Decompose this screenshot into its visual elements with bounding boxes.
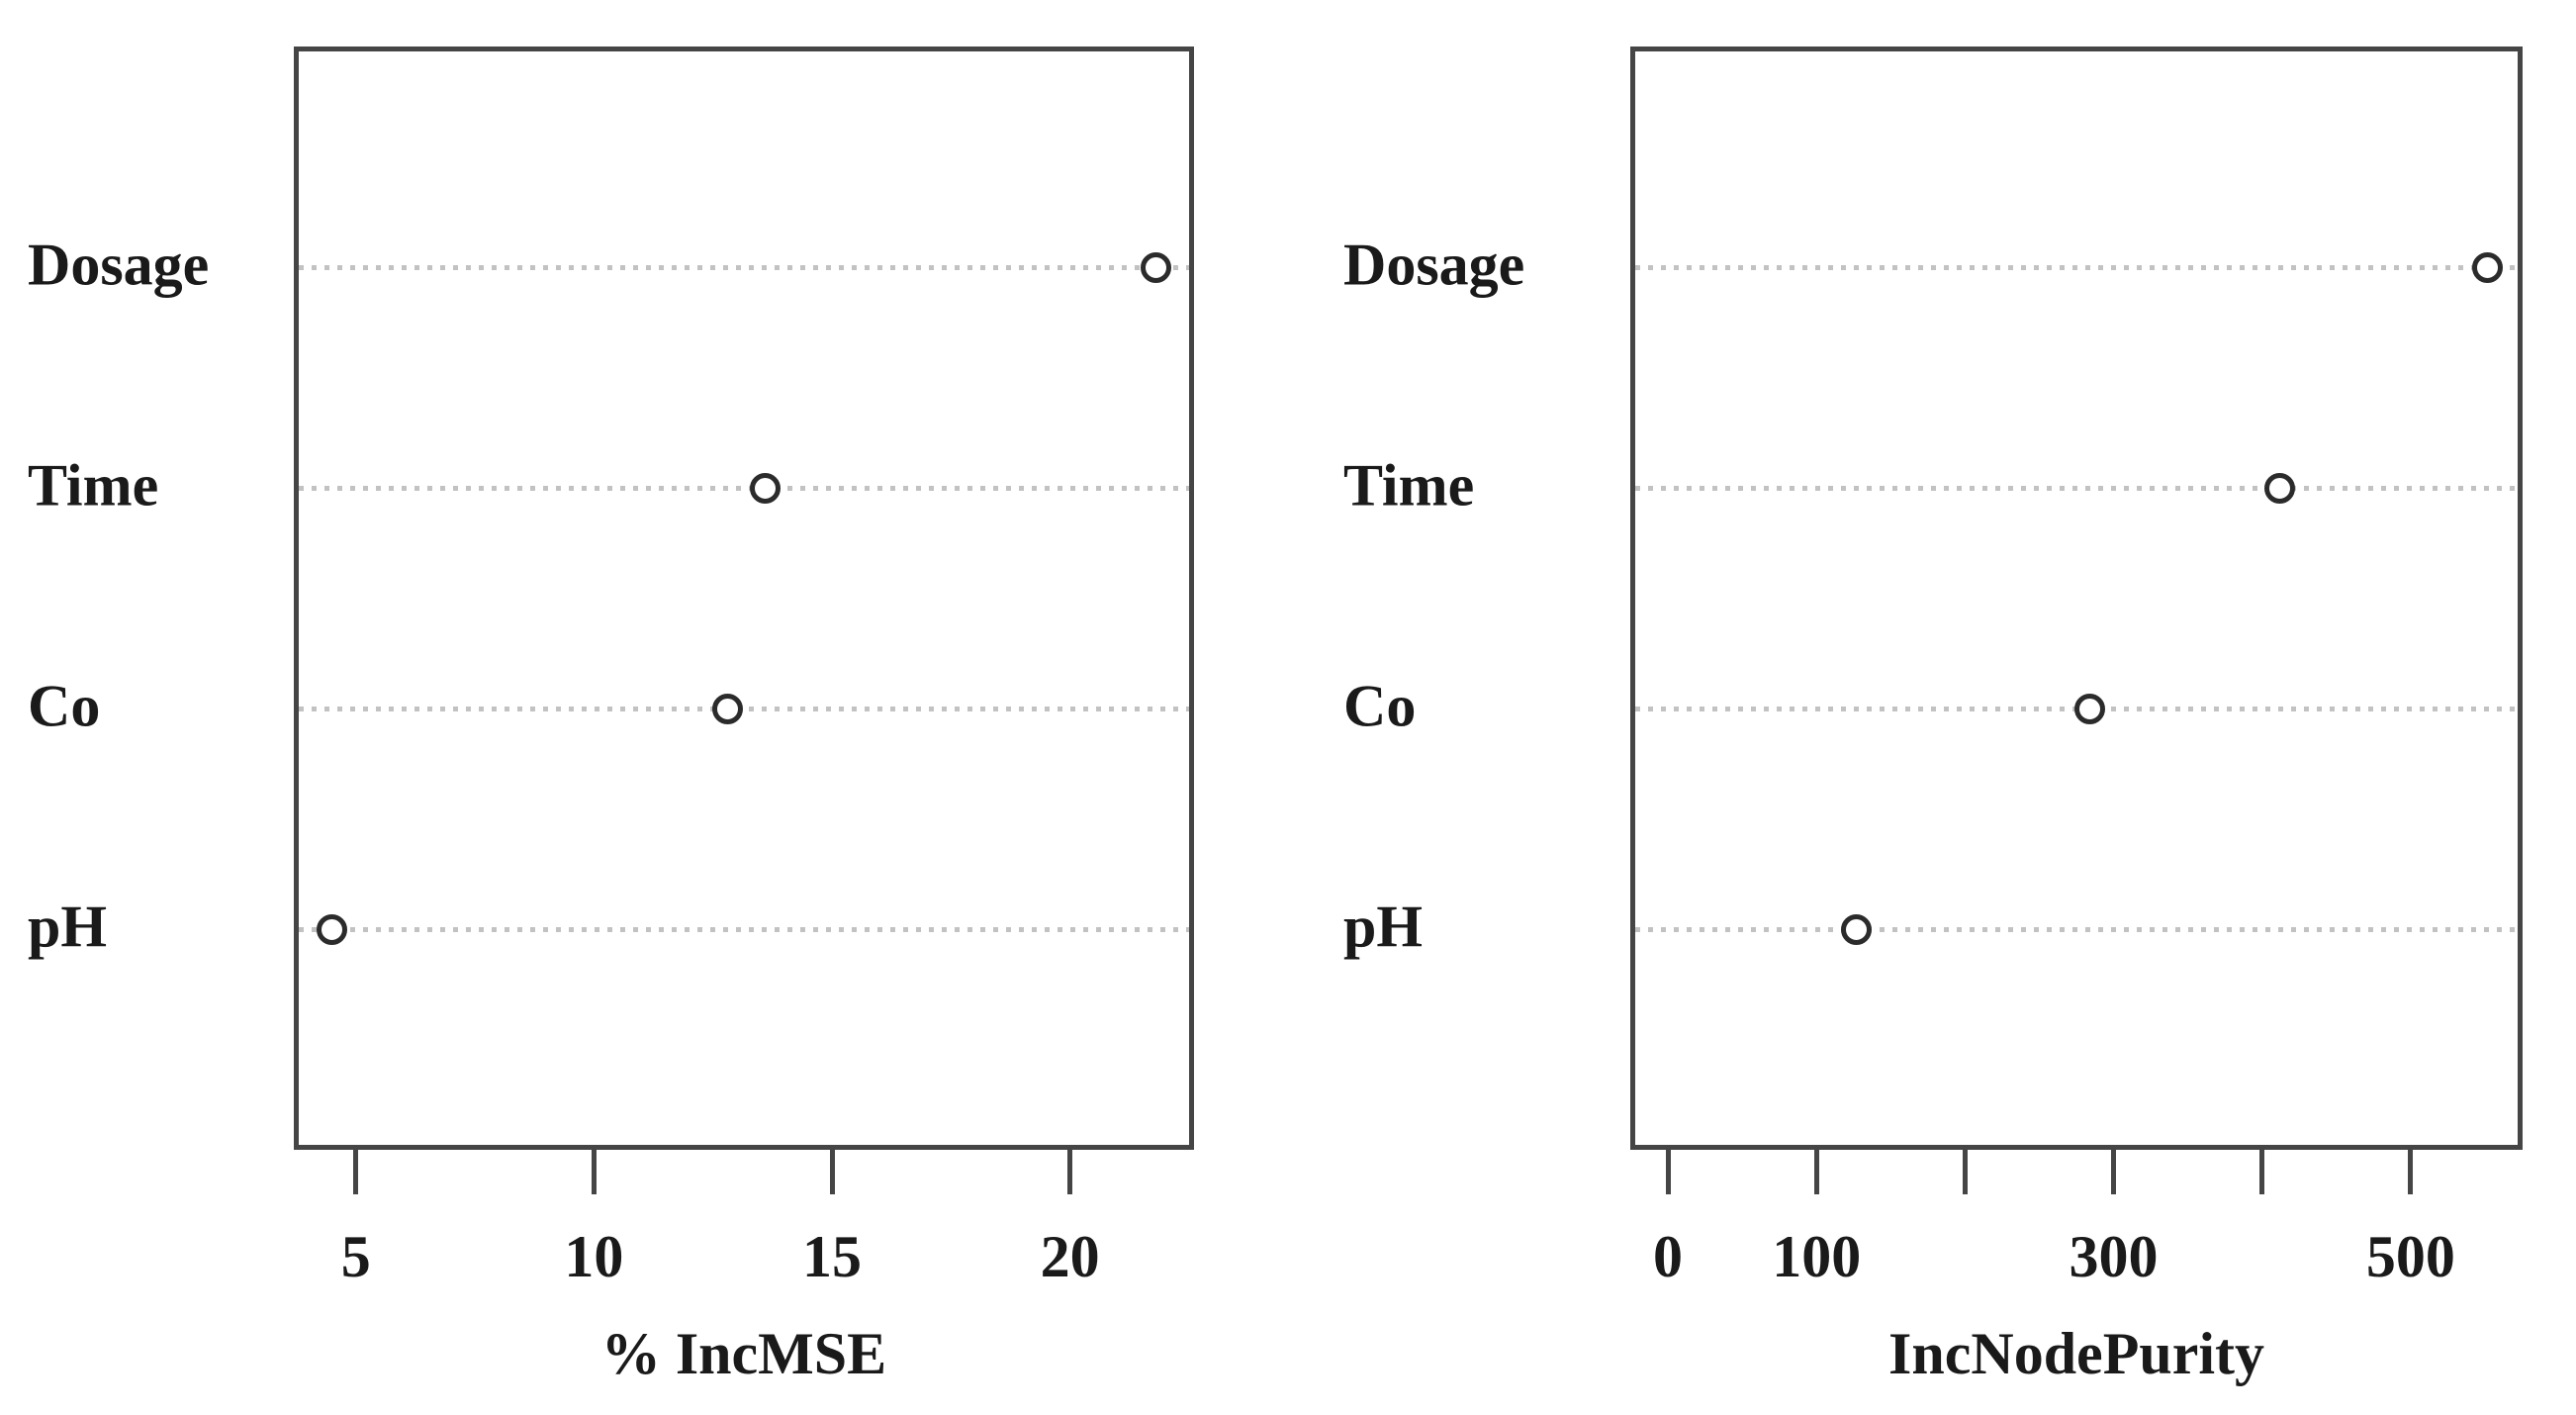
data-point-co [711,693,743,724]
category-label-ph: pH [28,894,108,960]
x-axis-tick-label: 0 [1653,1224,1684,1289]
row-dotted-line-time [1635,485,2518,491]
x-axis-tick [2259,1150,2265,1194]
data-point-ph [317,913,348,945]
row-dotted-line-ph [1635,926,2518,932]
row-dotted-line-time [299,485,1189,491]
data-point-dosage [2472,251,2504,283]
x-axis-title-incnodepurity: IncNodePurity [1888,1321,2264,1386]
x-axis-tick [1067,1150,1073,1194]
x-axis-tick [829,1150,835,1194]
row-dotted-line-co [299,706,1189,711]
x-axis-tick [1665,1150,1671,1194]
category-label-ph: pH [1343,894,1424,960]
category-label-co: Co [1343,673,1417,739]
category-label-dosage: Dosage [1343,232,1525,298]
x-axis-tick-label: 100 [1772,1224,1862,1289]
x-axis-tick-label: 15 [802,1224,863,1289]
category-label-dosage: Dosage [28,232,210,298]
x-axis-tick [1813,1150,1819,1194]
category-label-time: Time [1343,452,1475,519]
plot-box-incnodepurity [1630,47,2523,1150]
x-axis-tick [2111,1150,2117,1194]
x-axis-tick-label: 500 [2365,1224,2455,1289]
data-point-ph [1841,913,1873,945]
category-label-time: Time [28,452,159,519]
plot-box-incmse [294,47,1194,1150]
x-axis-tick-label: 300 [2069,1224,2159,1289]
data-point-dosage [1140,251,1171,283]
row-dotted-line-dosage [299,264,1189,270]
data-point-time [750,472,782,504]
x-axis-tick-label: 20 [1040,1224,1100,1289]
x-axis-tick [591,1150,597,1194]
x-axis-tick [2408,1150,2414,1194]
x-axis-tick-label: 10 [564,1224,624,1289]
x-axis-tick [1962,1150,1968,1194]
data-point-time [2264,472,2296,504]
x-axis-tick [353,1150,359,1194]
row-dotted-line-dosage [1635,264,2518,270]
data-point-co [2074,693,2105,724]
category-label-co: Co [28,673,101,739]
x-axis-title-incmse: % IncMSE [600,1321,887,1386]
row-dotted-line-ph [299,926,1189,932]
x-axis-tick-label: 5 [340,1224,371,1289]
